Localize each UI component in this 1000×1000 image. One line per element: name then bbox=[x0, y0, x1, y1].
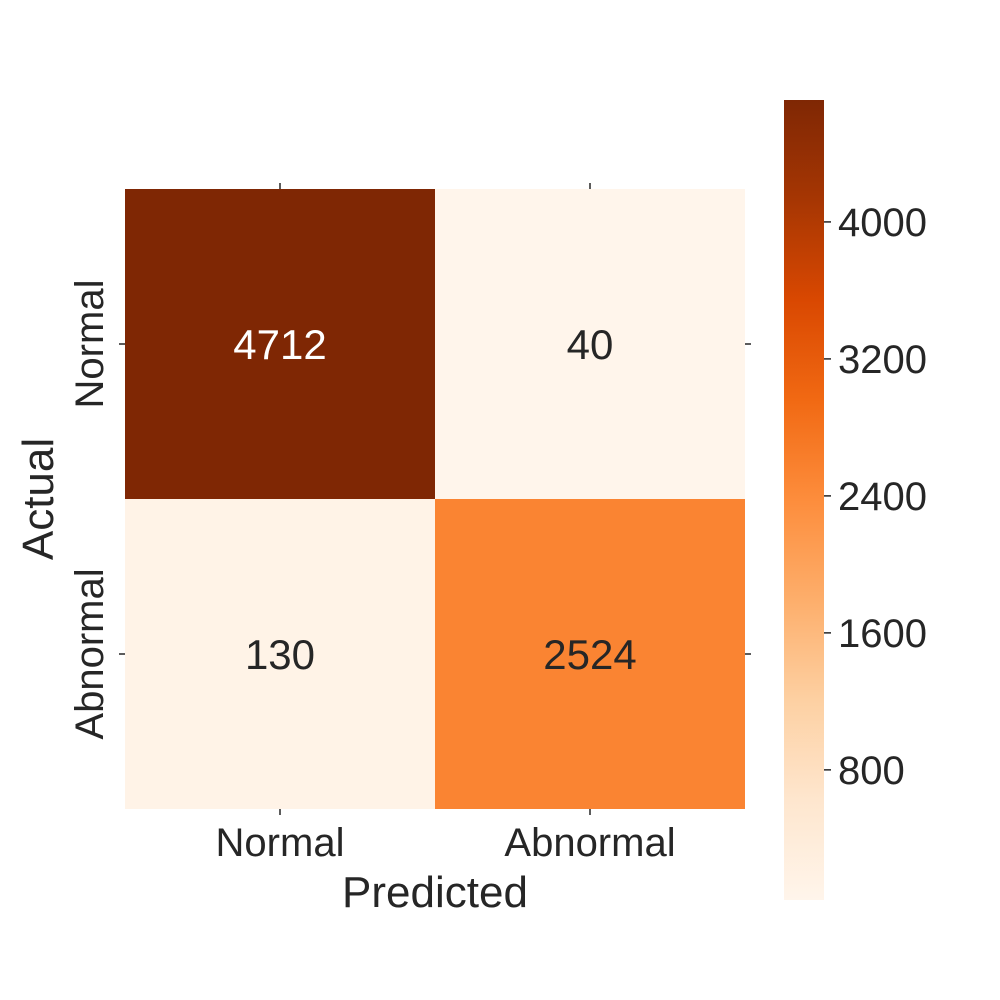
colorbar-tick-label: 2400 bbox=[838, 475, 927, 519]
x-tick-label: Normal bbox=[216, 821, 345, 865]
cell-value-label: 2524 bbox=[543, 631, 636, 678]
heatmap-cell bbox=[125, 499, 435, 809]
y-axis: Normal Abnormal bbox=[68, 280, 751, 740]
colorbar-gradient bbox=[784, 100, 824, 900]
colorbar: 800 1600 2400 3200 4000 bbox=[784, 100, 927, 900]
heatmap-cells bbox=[125, 189, 745, 809]
heatmap-cell bbox=[125, 189, 435, 499]
heatmap-cell bbox=[435, 499, 745, 809]
heatmap-cell bbox=[435, 189, 745, 499]
colorbar-tick-label: 3200 bbox=[838, 338, 927, 382]
cell-value-label: 40 bbox=[567, 321, 614, 368]
colorbar-tick-label: 4000 bbox=[838, 201, 927, 245]
x-axis: Normal Abnormal bbox=[216, 183, 676, 865]
y-axis-label: Actual bbox=[14, 438, 63, 560]
y-tick-label: Abnormal bbox=[68, 568, 112, 739]
colorbar-tick-label: 800 bbox=[838, 749, 905, 793]
cell-value-label: 4712 bbox=[233, 321, 326, 368]
heatmap-cell-labels: 4712 40 130 2524 bbox=[233, 321, 636, 678]
colorbar-tick-label: 1600 bbox=[838, 612, 927, 656]
cell-value-label: 130 bbox=[245, 631, 315, 678]
x-tick-label: Abnormal bbox=[504, 821, 675, 865]
x-axis-label: Predicted bbox=[342, 868, 528, 917]
y-tick-label: Normal bbox=[68, 280, 112, 409]
